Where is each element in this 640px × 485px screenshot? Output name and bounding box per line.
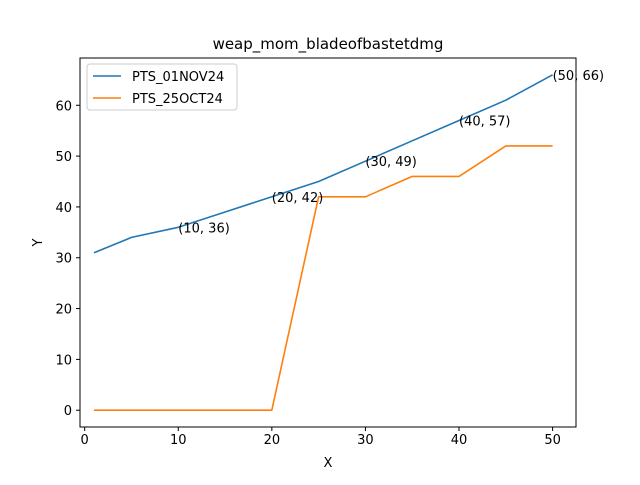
- y-axis-label: Y: [31, 238, 46, 247]
- y-tick-label: 0: [64, 404, 72, 419]
- data-label-5: (50, 66): [553, 69, 605, 84]
- legend-label-2: PTS_25OCT24: [132, 92, 223, 107]
- legend: PTS_01NOV24 PTS_25OCT24: [86, 63, 238, 111]
- data-label-1: (10, 36): [178, 221, 230, 236]
- axes-frame: [79, 57, 577, 428]
- chart-title: weap_mom_bladeofbastetdmg: [213, 35, 444, 54]
- x-tick-label: 30: [357, 433, 374, 448]
- data-label-2: (20, 42): [272, 191, 324, 206]
- x-tick-label: 10: [170, 433, 187, 448]
- plot-area: (10, 36) (20, 42) (30, 49) (40, 57) (50, 66): [93, 69, 605, 412]
- data-label-3: (30, 49): [365, 155, 417, 170]
- y-tick-label: 20: [55, 303, 72, 318]
- legend-box: [86, 63, 238, 111]
- x-tick-label: 20: [264, 433, 281, 448]
- y-tick-label: 50: [55, 150, 72, 165]
- x-tick-label: 50: [544, 433, 561, 448]
- series-line-1: [93, 74, 553, 254]
- data-label-4: (40, 57): [459, 115, 511, 130]
- axis-ticks: 0 10 20 30 40 50 0 10 20 30 40 50 60: [55, 99, 560, 448]
- y-tick-label: 60: [55, 99, 72, 114]
- x-tick-label: 0: [81, 433, 89, 448]
- x-axis-label: X: [324, 456, 333, 471]
- x-tick-label: 40: [451, 433, 468, 448]
- series-line-2: [94, 145, 553, 412]
- y-tick-label: 30: [55, 252, 72, 267]
- legend-label-1: PTS_01NOV24: [132, 70, 224, 85]
- y-tick-label: 40: [55, 201, 72, 216]
- y-tick-label: 10: [55, 353, 72, 368]
